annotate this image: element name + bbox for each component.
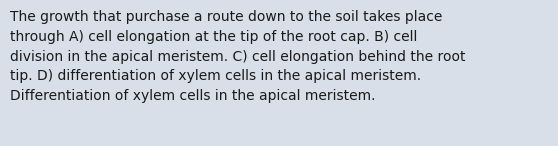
Text: The growth that purchase a route down to the soil takes place
through A) cell el: The growth that purchase a route down to… bbox=[10, 10, 465, 103]
